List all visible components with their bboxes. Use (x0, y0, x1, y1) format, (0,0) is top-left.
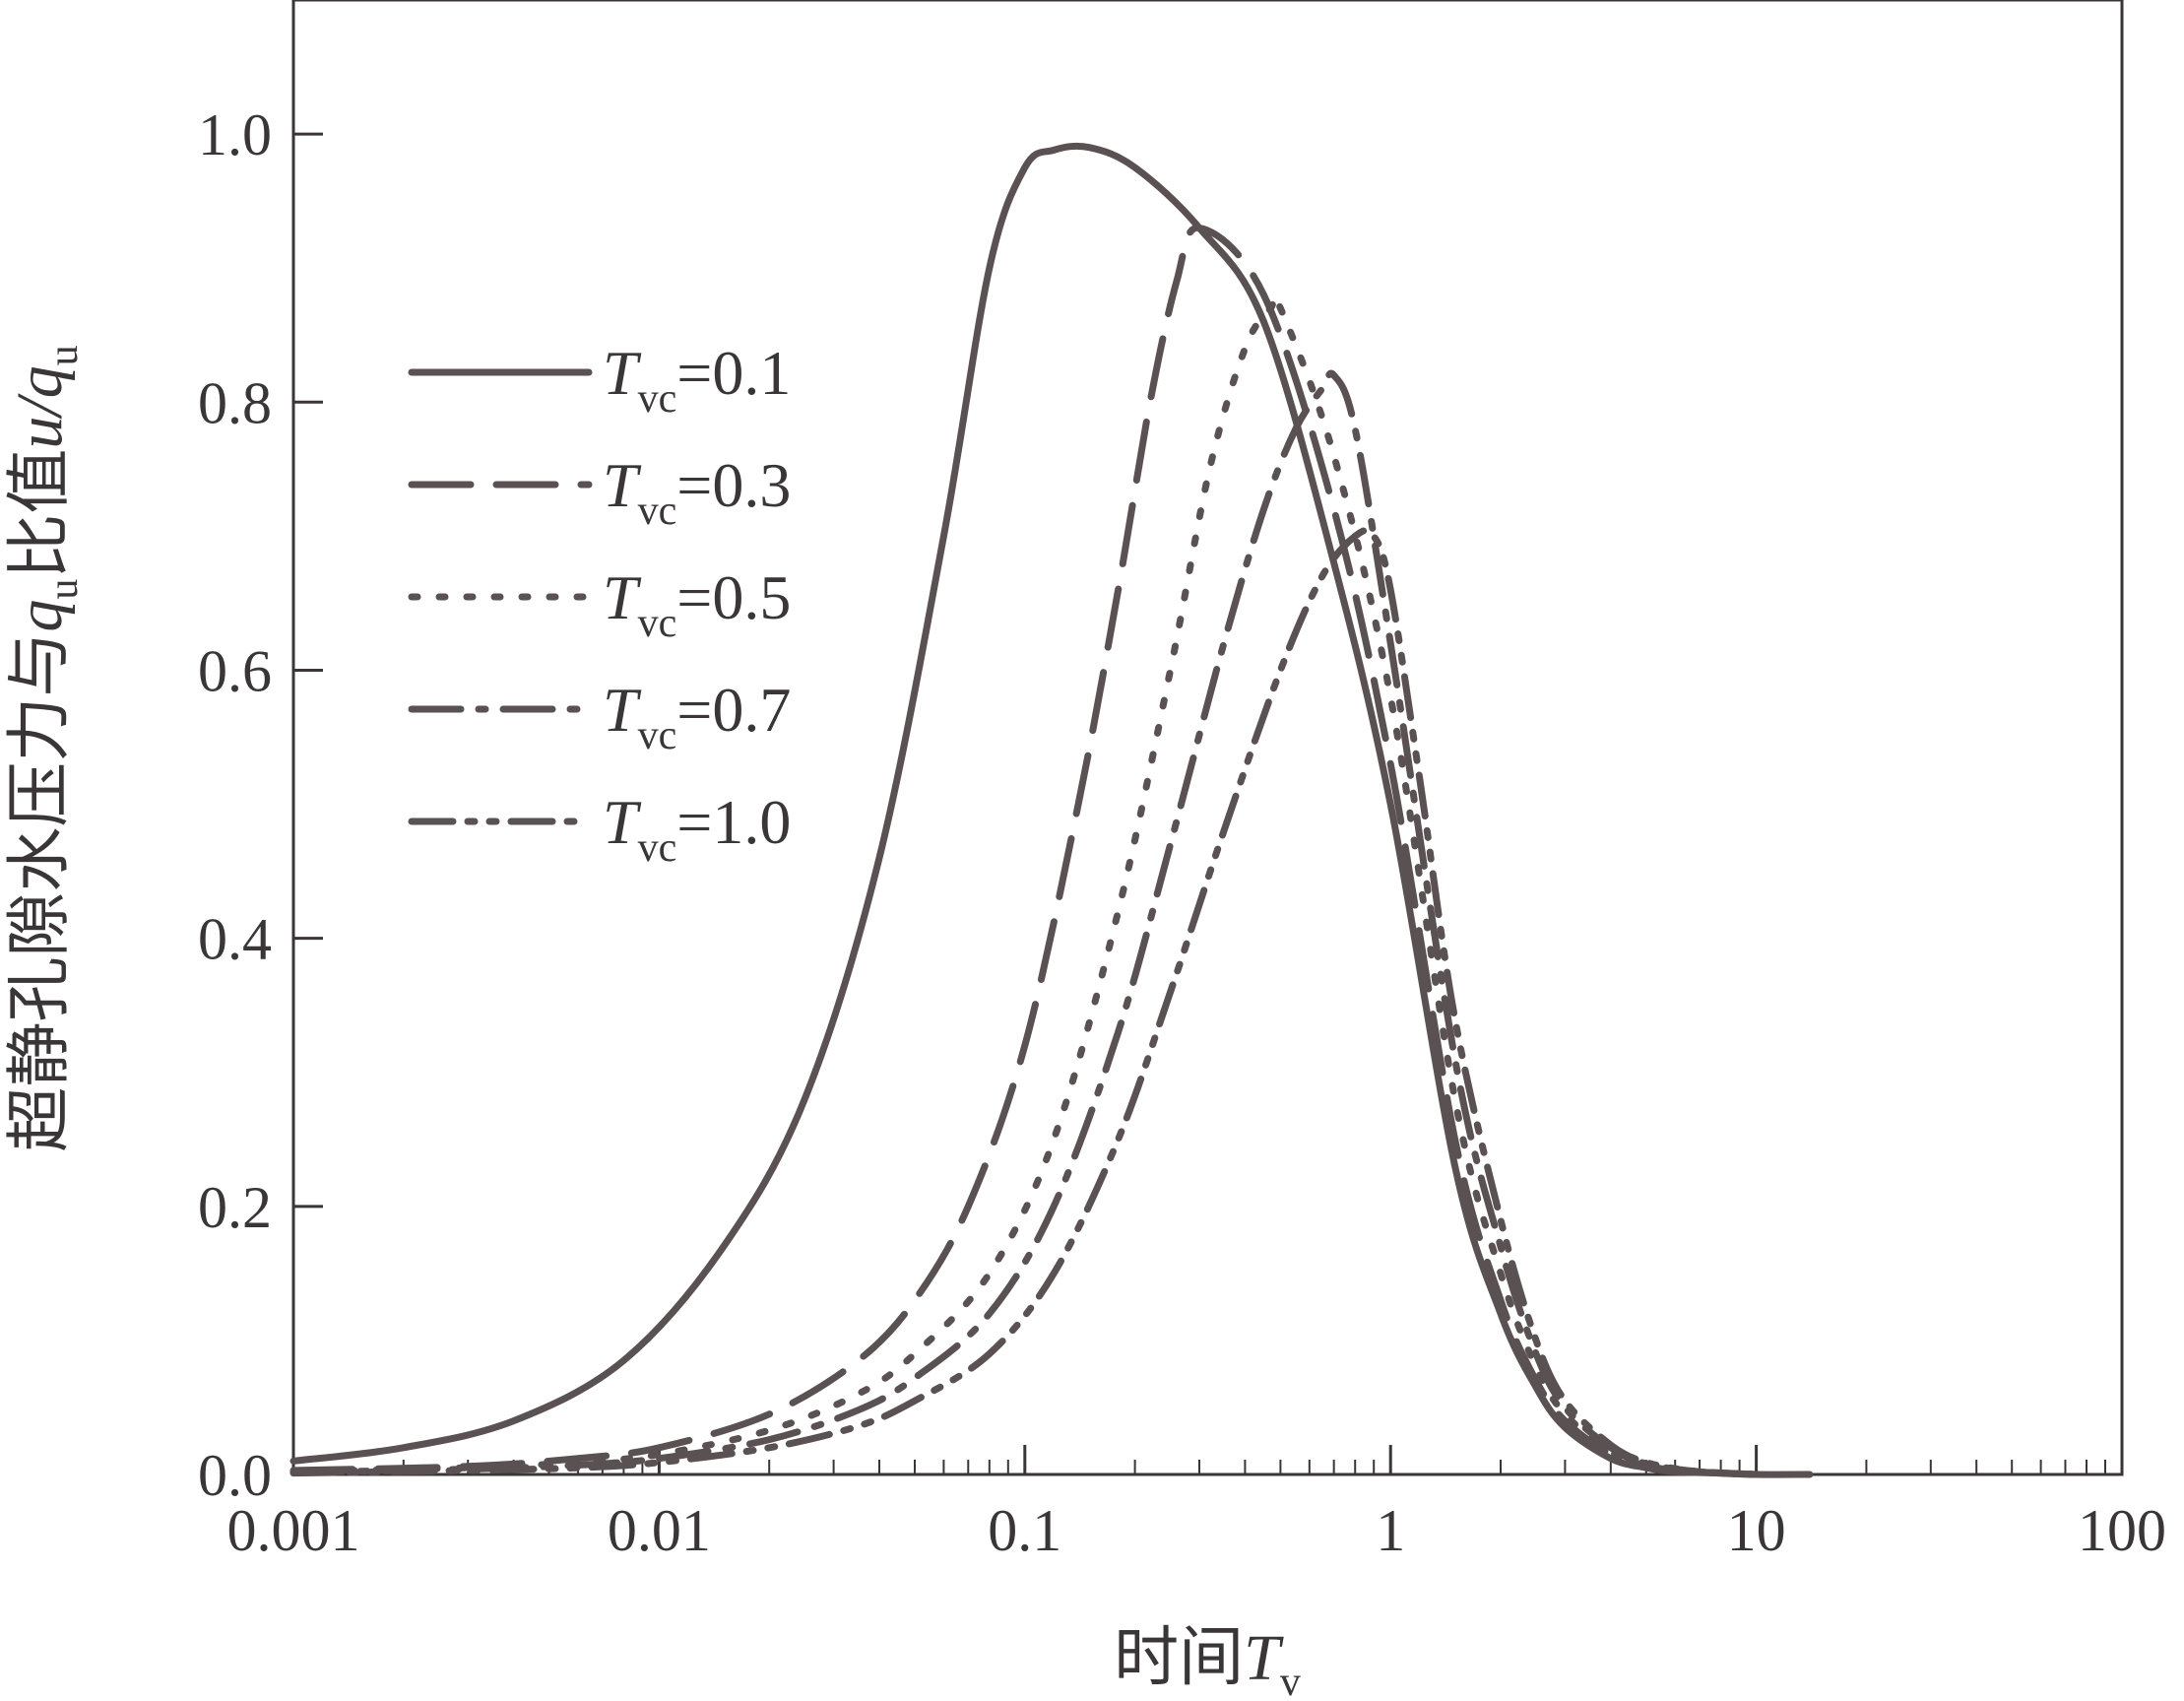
legend-label-sub: vc (638, 601, 677, 646)
x-label-main: T (1244, 1622, 1284, 1694)
legend-label-main: T (603, 450, 642, 520)
y-label-q: q (4, 600, 76, 632)
series-line-1 (289, 224, 1761, 1478)
y-tick-label: 1.0 (198, 102, 272, 167)
legend-label-value: =1.0 (676, 787, 791, 857)
x-tick-label: 0.1 (988, 1498, 1061, 1563)
x-label-sub: v (1280, 1660, 1301, 1701)
legend-label-value: =0.1 (676, 338, 791, 408)
legend-label-main: T (603, 338, 642, 408)
y-label-ratio: u/q (4, 365, 76, 448)
y-tick-label: 0.2 (198, 1175, 272, 1240)
y-axis-label: 超静孔隙水压力与qu比值u/qu (4, 345, 87, 1151)
legend-label-main: T (603, 562, 642, 632)
y-tick-label: 0.8 (198, 370, 272, 435)
legend-label-3: Tvc=0.7 (603, 675, 791, 758)
y-label-ratio-sub: u (41, 345, 87, 365)
legend-label-0: Tvc=0.1 (603, 338, 791, 422)
y-label-prefix: 超静孔隙水压力与 (4, 632, 76, 1152)
y-label-q-sub: u (41, 579, 87, 600)
legend-label-1: Tvc=0.3 (603, 450, 791, 534)
series-line-3 (289, 369, 1761, 1478)
legend-label-2: Tvc=0.5 (603, 562, 791, 646)
y-tick-label: 0.4 (198, 907, 272, 972)
y-tick-label: 0.6 (198, 638, 272, 703)
legend-label-value: =0.7 (676, 675, 791, 745)
series-line-4 (289, 526, 1761, 1478)
legend-label-main: T (603, 675, 642, 745)
legend-label-sub: vc (638, 825, 677, 871)
x-tick-label: 1 (1376, 1498, 1405, 1563)
y-tick-label: 0.0 (198, 1443, 272, 1508)
axis-ticks: 0.001 0.01 0.1 1 10 100 0.0 0.2 0.4 0.6 0.8 1.0 (198, 102, 2166, 1563)
legend-label-value: =0.5 (676, 562, 791, 632)
legend-label-main: T (603, 787, 642, 857)
x-tick-label: 100 (2078, 1498, 2166, 1563)
legend-label-sub: vc (638, 376, 677, 422)
legend-label-sub: vc (638, 713, 677, 758)
x-tick-label: 10 (1727, 1498, 1786, 1563)
y-label-mid: 比值 (4, 449, 76, 579)
x-tick-label: 0.001 (227, 1498, 360, 1563)
legend-label-sub: vc (638, 489, 677, 534)
series-layer (289, 142, 1814, 1478)
legend-label-4: Tvc=1.0 (603, 787, 791, 871)
series-line-2 (289, 292, 1761, 1478)
legend-label-value: =0.3 (676, 450, 791, 520)
x-axis-label: 时间Tv (1114, 1622, 1301, 1701)
plot-frame (291, 0, 2124, 1476)
series-line-0 (289, 142, 1814, 1478)
x-label-prefix: 时间 (1114, 1622, 1244, 1694)
x-tick-label: 0.01 (608, 1498, 711, 1563)
